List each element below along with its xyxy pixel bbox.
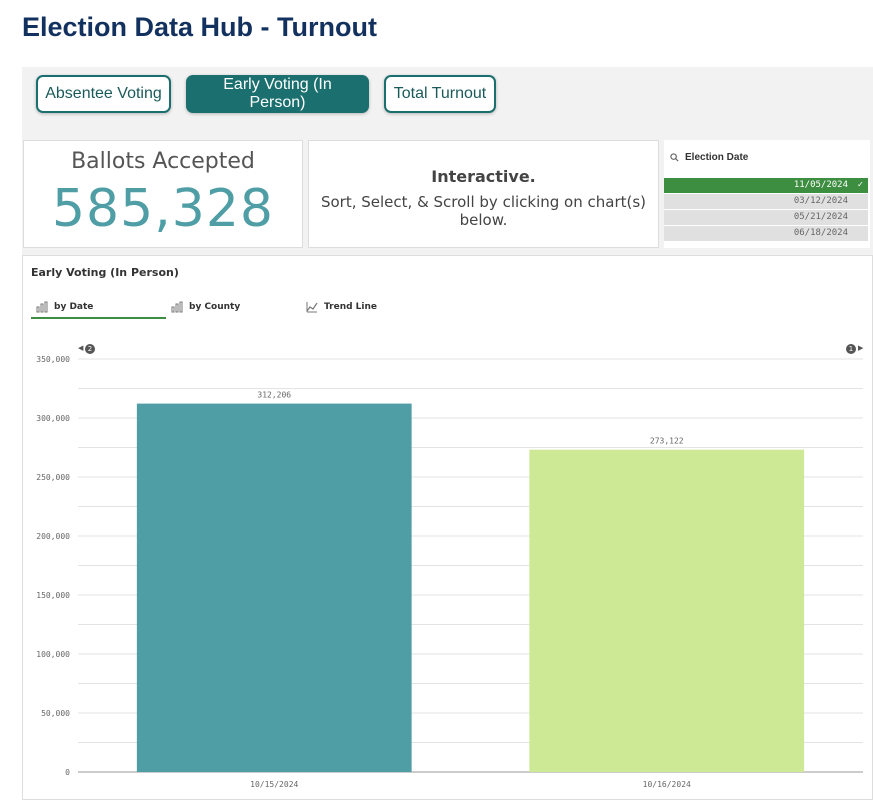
filter-list: 11/05/2024 ✓ 03/12/2024 05/21/2024 06/18… — [664, 178, 868, 242]
y-tick-label: 0 — [65, 768, 70, 777]
filter-item-selected[interactable]: 11/05/2024 ✓ — [664, 178, 868, 193]
info-card: Interactive. Sort, Select, & Scroll by c… — [308, 140, 659, 248]
kpi-value: 585,328 — [51, 179, 275, 239]
subtab-label: Trend Line — [324, 302, 378, 312]
line-chart-icon — [306, 302, 318, 313]
chart-title: Early Voting (In Person) — [31, 266, 179, 279]
bar-10/15/2024[interactable] — [136, 403, 412, 772]
active-subtab-indicator — [31, 317, 166, 319]
y-tick-label: 50,000 — [41, 709, 70, 718]
scroll-right-arrow-icon[interactable]: ▶ — [858, 345, 864, 352]
subtab-by-county[interactable]: by County — [171, 296, 240, 318]
filter-item-label: 11/05/2024 — [793, 180, 848, 190]
kpi-card: Ballots Accepted 585,328 — [23, 140, 303, 248]
filter-title: Election Date — [685, 152, 749, 163]
filter-item[interactable]: 03/12/2024 — [664, 194, 868, 209]
filter-header[interactable]: Election Date — [670, 152, 748, 163]
scroll-left-badge[interactable]: 2 — [85, 344, 95, 354]
scroll-left-arrow-icon[interactable]: ◀ — [78, 345, 84, 352]
filter-item-label: 06/18/2024 — [793, 228, 848, 238]
y-tick-label: 300,000 — [36, 414, 70, 423]
tab-early-voting[interactable]: Early Voting (In Person) — [186, 75, 369, 113]
page-title: Election Data Hub - Turnout — [22, 12, 377, 42]
dashboard-panel: Absentee Voting Early Voting (In Person)… — [22, 67, 873, 800]
filter-item[interactable]: 05/21/2024 — [664, 210, 868, 225]
tab-absentee-voting[interactable]: Absentee Voting — [36, 75, 171, 113]
filter-item-label: 05/21/2024 — [793, 212, 848, 222]
subtab-by-date[interactable]: by Date — [36, 296, 93, 318]
bar-value-label: 273,122 — [650, 437, 684, 446]
scroll-right-badge[interactable]: 1 — [846, 344, 856, 354]
y-tick-label: 350,000 — [36, 355, 70, 364]
filter-item[interactable]: 06/18/2024 — [664, 226, 868, 241]
bar-value-label: 312,206 — [257, 391, 291, 400]
checkmark-icon: ✓ — [857, 180, 863, 190]
bar-chart-icon — [171, 301, 183, 313]
y-tick-label: 100,000 — [36, 650, 70, 659]
bar-chart[interactable]: 0 50,000 100,000 150,000 200,000 250,000 300,0… — [23, 341, 873, 801]
bar-chart-icon — [36, 301, 48, 313]
x-tick-label: 10/15/2024 — [250, 780, 298, 789]
tab-total-turnout[interactable]: Total Turnout — [384, 75, 496, 113]
filter-item-label: 03/12/2024 — [793, 196, 848, 206]
info-text: Sort, Select, & Scroll by clicking on ch… — [320, 193, 647, 229]
y-tick-label: 150,000 — [36, 591, 70, 600]
subtab-trend-line[interactable]: Trend Line — [306, 296, 377, 318]
info-title: Interactive. — [431, 167, 536, 186]
x-tick-label: 10/16/2024 — [643, 780, 691, 789]
bar-10/16/2024[interactable] — [529, 449, 805, 772]
subtab-label: by County — [189, 302, 241, 312]
election-date-filter: Election Date 11/05/2024 ✓ 03/12/2024 05… — [664, 140, 870, 248]
y-tick-label: 250,000 — [36, 473, 70, 482]
subtab-label: by Date — [54, 302, 94, 312]
chart-card: Early Voting (In Person) by Date by Coun… — [22, 255, 873, 800]
y-tick-label: 200,000 — [36, 532, 70, 541]
search-icon — [670, 153, 679, 162]
kpi-label: Ballots Accepted — [71, 149, 255, 174]
